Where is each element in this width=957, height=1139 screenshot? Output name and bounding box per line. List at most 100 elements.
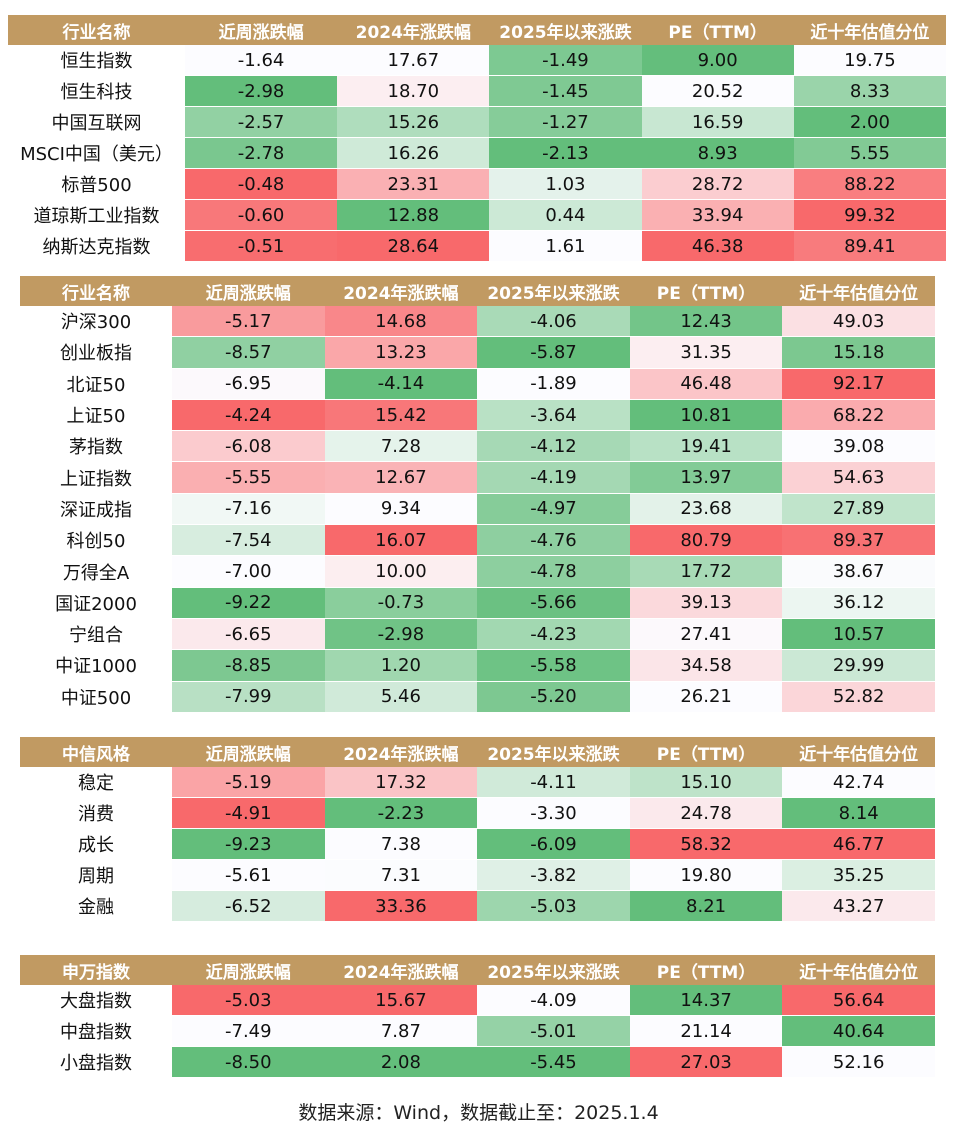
column-header: 2024年涨跌幅 [324,737,478,767]
row-label: 中盘指数 [20,1015,172,1047]
value-cell: 12.88 [337,199,490,231]
value-cell: 12.43 [629,306,783,338]
value-cell: 13.97 [629,461,783,494]
row-label: 科创50 [20,524,172,557]
column-header: PE（TTM） [629,737,783,767]
value-cell: 43.27 [782,890,935,922]
row-label: 深证成指 [20,493,172,526]
row-label: 周期 [20,859,172,891]
value-cell: -5.61 [172,859,325,891]
value-cell: 26.21 [629,681,783,713]
source-note: 数据来源：Wind，数据截止至：2025.1.4 [298,1102,659,1124]
header-row: 行业名称 近周涨跌幅 2024年涨跌幅 2025年以来涨跌 PE（TTM） 近十年估值分位 [8,15,946,45]
value-cell: 29.99 [782,649,935,682]
column-header: 近周涨跌幅 [172,955,325,985]
table-row: 成长 -9.23 7.38 -6.09 58.32 46.77 [20,828,935,860]
value-cell: 8.21 [629,890,783,922]
column-header: 行业名称 [20,276,172,306]
value-cell: -0.73 [324,587,478,619]
value-cell: 1.03 [489,168,642,200]
column-header: 2024年涨跌幅 [324,955,478,985]
row-label: 中证500 [20,681,172,713]
table-row: 万得全A -7.00 10.00 -4.78 17.72 38.67 [20,555,935,588]
value-cell: -4.06 [477,306,630,338]
table-row: 消费 -4.91 -2.23 -3.30 24.78 8.14 [20,797,935,829]
row-label: 消费 [20,797,172,829]
value-cell: 8.93 [641,137,794,169]
sw-size-index-table: 申万指数 近周涨跌幅 2024年涨跌幅 2025年以来涨跌 PE（TTM） 近十年估值分位… [20,955,935,1078]
value-cell: -8.50 [172,1046,325,1078]
value-cell: 8.14 [782,797,935,829]
value-cell: -5.87 [477,336,630,369]
value-cell: -3.30 [477,797,630,829]
value-cell: -4.76 [477,524,630,557]
value-cell: -1.64 [185,45,338,76]
value-cell: 10.00 [324,555,478,588]
row-label: 纳斯达克指数 [8,230,185,262]
value-cell: 15.42 [324,399,478,432]
value-cell: -4.09 [477,985,630,1016]
value-cell: 17.32 [324,767,478,798]
value-cell: -5.17 [172,306,325,338]
table-row: 小盘指数 -8.50 2.08 -5.45 27.03 52.16 [20,1046,935,1078]
value-cell: -7.99 [172,681,325,713]
value-cell: 10.57 [782,618,935,651]
value-cell: 2.08 [324,1046,478,1078]
value-cell: -6.52 [172,890,325,922]
value-cell: -1.89 [477,368,630,400]
value-cell: -4.19 [477,461,630,494]
table-row: 创业板指 -8.57 13.23 -5.87 31.35 15.18 [20,336,935,369]
column-header: 2025年以来涨跌 [477,276,630,306]
table-row: 稳定 -5.19 17.32 -4.11 15.10 42.74 [20,767,935,798]
value-cell: 7.87 [324,1015,478,1047]
column-header: PE（TTM） [629,276,783,306]
value-cell: -7.16 [172,493,325,526]
value-cell: 19.80 [629,859,783,891]
value-cell: 12.67 [324,461,478,494]
value-cell: 5.55 [793,137,946,169]
value-cell: 21.14 [629,1015,783,1047]
table-row: 金融 -6.52 33.36 -5.03 8.21 43.27 [20,890,935,922]
value-cell: 40.64 [782,1015,935,1047]
value-cell: 46.77 [782,828,935,860]
value-cell: 19.41 [629,430,783,463]
row-label: 成长 [20,828,172,860]
value-cell: -4.24 [172,399,325,432]
value-cell: 42.74 [782,767,935,798]
value-cell: 80.79 [629,524,783,557]
table-row: MSCI中国（美元） -2.78 16.26 -2.13 8.93 5.55 [8,137,946,169]
value-cell: 89.37 [782,524,935,557]
column-header: 近周涨跌幅 [172,737,325,767]
value-cell: -5.58 [477,649,630,682]
table-row: 中证1000 -8.85 1.20 -5.58 34.58 29.99 [20,649,935,682]
value-cell: -9.22 [172,587,325,619]
value-cell: -8.85 [172,649,325,682]
value-cell: 99.32 [793,199,946,231]
value-cell: -5.19 [172,767,325,798]
value-cell: -2.78 [185,137,338,169]
row-label: 沪深300 [20,306,172,338]
row-label: 金融 [20,890,172,922]
value-cell: 8.33 [793,75,946,107]
table-row: 上证指数 -5.55 12.67 -4.19 13.97 54.63 [20,461,935,494]
value-cell: -1.45 [489,75,642,107]
value-cell: -4.14 [324,368,478,400]
value-cell: 38.67 [782,555,935,588]
row-label: 恒生指数 [8,45,185,76]
value-cell: 13.23 [324,336,478,369]
value-cell: 24.78 [629,797,783,829]
column-header: 2025年以来涨跌 [489,15,642,45]
table-row: 中证500 -7.99 5.46 -5.20 26.21 52.82 [20,681,935,713]
value-cell: -2.98 [185,75,338,107]
value-cell: -5.03 [172,985,325,1016]
value-cell: 16.26 [337,137,490,169]
value-cell: 15.26 [337,106,490,138]
value-cell: 49.03 [782,306,935,338]
value-cell: -6.95 [172,368,325,400]
value-cell: -4.12 [477,430,630,463]
value-cell: 89.41 [793,230,946,262]
row-label: 标普500 [8,168,185,200]
row-label: 恒生科技 [8,75,185,107]
value-cell: -2.13 [489,137,642,169]
table-row: 道琼斯工业指数 -0.60 12.88 0.44 33.94 99.32 [8,199,946,231]
